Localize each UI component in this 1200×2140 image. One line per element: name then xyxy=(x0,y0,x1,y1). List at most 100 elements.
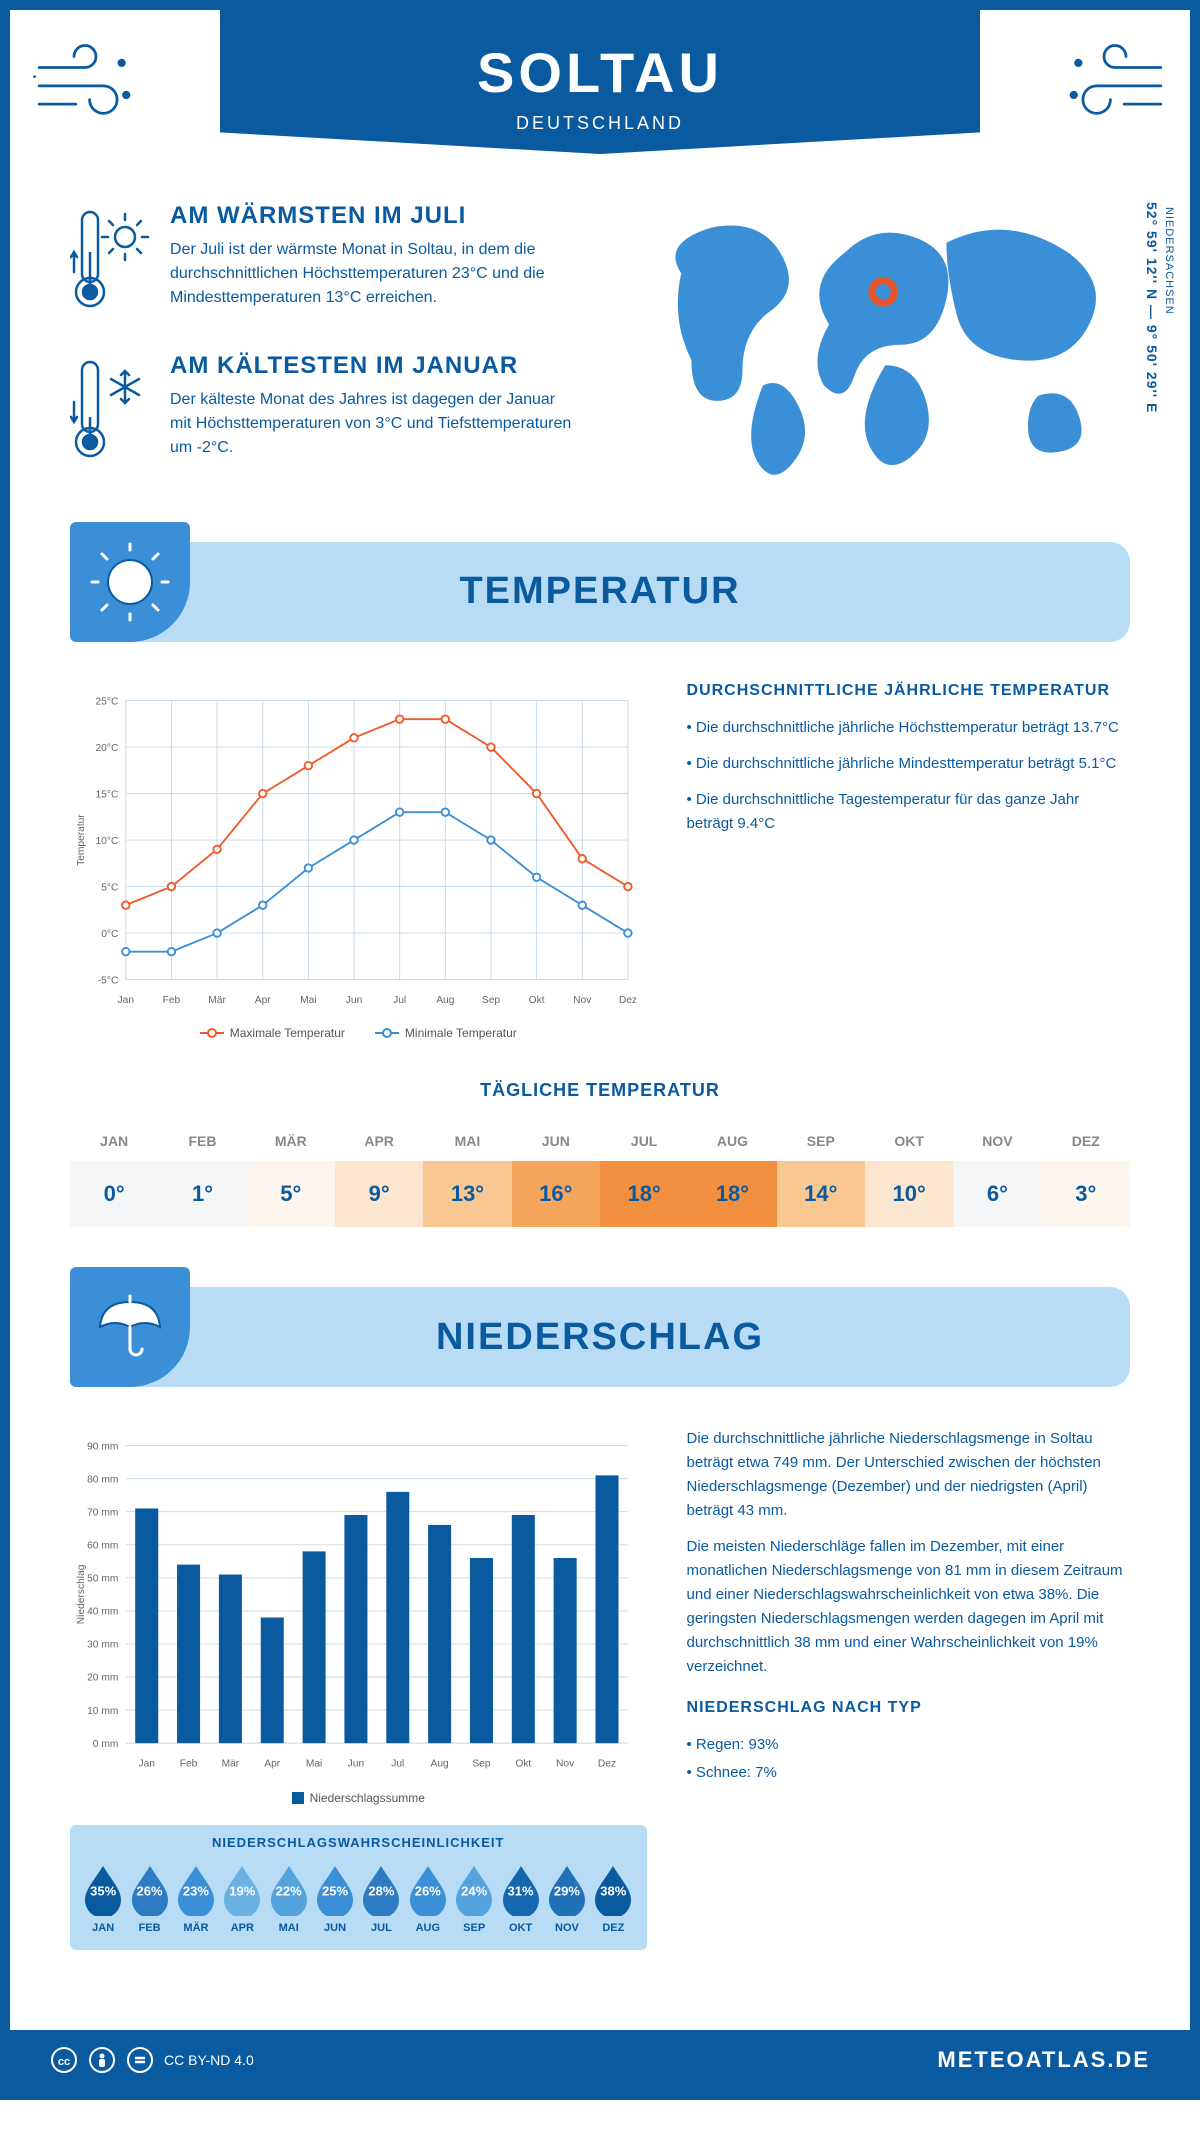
main-content: AM WÄRMSTEN IM JULI Der Juli ist der wär… xyxy=(10,162,1190,2030)
daily-temp-title: TÄGLICHE TEMPERATUR xyxy=(70,1080,1130,1101)
svg-text:Apr: Apr xyxy=(255,994,271,1005)
svg-text:30 mm: 30 mm xyxy=(87,1640,118,1651)
fact-warmest-text: AM WÄRMSTEN IM JULI Der Juli ist der wär… xyxy=(170,202,580,322)
svg-text:Feb: Feb xyxy=(180,1759,198,1770)
drop-item: 31% OKT xyxy=(499,1862,543,1934)
umbrella-banner-icon xyxy=(70,1267,190,1387)
svg-text:Mär: Mär xyxy=(208,994,226,1005)
temp-cell: MAI13° xyxy=(423,1121,511,1227)
svg-text:Jul: Jul xyxy=(391,1759,404,1770)
sun-banner-icon xyxy=(70,522,190,642)
drop-item: 25% JUN xyxy=(313,1862,357,1934)
temp-legend: .legend-item:nth-child(1) .legend-line::… xyxy=(70,1026,647,1040)
temp-cell: SEP14° xyxy=(777,1121,865,1227)
svg-text:-5°C: -5°C xyxy=(98,975,119,986)
intro-row: AM WÄRMSTEN IM JULI Der Juli ist der wär… xyxy=(70,202,1130,502)
svg-text:20°C: 20°C xyxy=(96,742,119,753)
precip-chart-col: 0 mm10 mm20 mm30 mm40 mm50 mm60 mm70 mm8… xyxy=(70,1427,647,1949)
svg-text:60 mm: 60 mm xyxy=(87,1541,118,1552)
fact-warmest: AM WÄRMSTEN IM JULI Der Juli ist der wär… xyxy=(70,202,580,322)
temp-chart-row: -5°C0°C5°C10°C15°C20°C25°CJanFebMärAprMa… xyxy=(70,682,1130,1041)
svg-text:Feb: Feb xyxy=(163,994,181,1005)
precip-text: Die durchschnittliche jährliche Niedersc… xyxy=(687,1427,1130,1949)
fact-coldest-text: AM KÄLTESTEN IM JANUAR Der kälteste Mona… xyxy=(170,352,580,472)
temp-cell: FEB1° xyxy=(158,1121,246,1227)
temp-summary: DURCHSCHNITTLICHE JÄHRLICHE TEMPERATUR •… xyxy=(687,682,1130,1041)
precip-type-1: • Regen: 93% xyxy=(687,1733,1130,1757)
drop-item: 28% JUL xyxy=(359,1862,403,1934)
wind-icon-left xyxy=(10,10,160,162)
svg-text:Nov: Nov xyxy=(556,1759,575,1770)
drop-item: 26% FEB xyxy=(128,1862,172,1934)
svg-text:Mai: Mai xyxy=(300,994,316,1005)
svg-text:Temperatur: Temperatur xyxy=(76,813,87,865)
svg-text:cc: cc xyxy=(58,2056,70,2068)
header-banner: SOLTAU DEUTSCHLAND xyxy=(220,10,980,154)
drop-item: 23% MÄR xyxy=(174,1862,218,1934)
probability-title: NIEDERSCHLAGSWAHRSCHEINLICHKEIT xyxy=(70,1835,647,1850)
temp-cell: APR9° xyxy=(335,1121,423,1227)
thermometer-snow-icon xyxy=(70,352,150,472)
svg-text:Sep: Sep xyxy=(472,1759,490,1770)
svg-text:Dez: Dez xyxy=(619,994,637,1005)
svg-text:Jan: Jan xyxy=(118,994,135,1005)
svg-text:Mai: Mai xyxy=(306,1759,322,1770)
legend-max-label: Maximale Temperatur xyxy=(230,1026,345,1040)
city-title: SOLTAU xyxy=(240,40,960,105)
svg-text:Jul: Jul xyxy=(393,994,406,1005)
fact-coldest-title: AM KÄLTESTEN IM JANUAR xyxy=(170,352,580,380)
legend-precip-label: Niederschlagssumme xyxy=(310,1791,425,1805)
site-name: METEOATLAS.DE xyxy=(937,2047,1150,2073)
temp-summary-p1: • Die durchschnittliche jährliche Höchst… xyxy=(687,716,1130,740)
drop-item: 24% SEP xyxy=(452,1862,496,1934)
precip-banner: NIEDERSCHLAG xyxy=(70,1287,1130,1387)
fact-warmest-title: AM WÄRMSTEN IM JULI xyxy=(170,202,580,230)
header-row: SOLTAU DEUTSCHLAND xyxy=(10,10,1190,162)
legend-max: .legend-item:nth-child(1) .legend-line::… xyxy=(200,1026,345,1040)
svg-text:80 mm: 80 mm xyxy=(87,1475,118,1486)
temp-cell: NOV6° xyxy=(953,1121,1041,1227)
svg-text:Sep: Sep xyxy=(482,994,500,1005)
daily-temp-table: JAN0°FEB1°MÄR5°APR9°MAI13°JUN16°JUL18°AU… xyxy=(70,1121,1130,1227)
cc-icon: cc xyxy=(50,2046,78,2074)
temp-cell: JAN0° xyxy=(70,1121,158,1227)
precip-p1: Die durchschnittliche jährliche Niedersc… xyxy=(687,1427,1130,1523)
temp-cell: DEZ3° xyxy=(1042,1121,1130,1227)
drop-item: 38% DEZ xyxy=(591,1862,635,1934)
svg-text:Nov: Nov xyxy=(573,994,592,1005)
drop-item: 26% AUG xyxy=(406,1862,450,1934)
legend-min-label: Minimale Temperatur xyxy=(405,1026,517,1040)
precip-title: NIEDERSCHLAG xyxy=(190,1316,1130,1359)
svg-text:90 mm: 90 mm xyxy=(87,1442,118,1453)
temp-cell: AUG18° xyxy=(688,1121,776,1227)
svg-text:Jun: Jun xyxy=(348,1759,365,1770)
svg-text:Mär: Mär xyxy=(222,1759,240,1770)
by-icon xyxy=(88,2046,116,2074)
coords-label: 52° 59' 12'' N — 9° 50' 29'' E xyxy=(1144,202,1160,413)
footer: cc CC BY-ND 4.0 METEOATLAS.DE xyxy=(10,2030,1190,2090)
svg-text:5°C: 5°C xyxy=(101,882,118,893)
svg-text:0°C: 0°C xyxy=(101,928,118,939)
svg-text:Jun: Jun xyxy=(346,994,363,1005)
svg-text:Aug: Aug xyxy=(436,994,454,1005)
svg-text:Okt: Okt xyxy=(529,994,545,1005)
svg-text:0 mm: 0 mm xyxy=(93,1739,119,1750)
drop-item: 22% MAI xyxy=(267,1862,311,1934)
legend-precip: Niederschlagssumme xyxy=(292,1791,425,1805)
svg-text:15°C: 15°C xyxy=(96,789,119,800)
fact-coldest-desc: Der kälteste Monat des Jahres ist dagege… xyxy=(170,388,580,460)
temp-chart: -5°C0°C5°C10°C15°C20°C25°CJanFebMärAprMa… xyxy=(70,682,647,1041)
temp-summary-title: DURCHSCHNITTLICHE JÄHRLICHE TEMPERATUR xyxy=(687,682,1130,700)
svg-text:50 mm: 50 mm xyxy=(87,1574,118,1585)
license: cc CC BY-ND 4.0 xyxy=(50,2046,254,2074)
nd-icon xyxy=(126,2046,154,2074)
svg-text:Aug: Aug xyxy=(431,1759,449,1770)
svg-text:Okt: Okt xyxy=(515,1759,531,1770)
svg-text:70 mm: 70 mm xyxy=(87,1508,118,1519)
temperature-title: TEMPERATUR xyxy=(190,570,1130,613)
temp-summary-p2: • Die durchschnittliche jährliche Mindes… xyxy=(687,752,1130,776)
precip-type-2: • Schnee: 7% xyxy=(687,1761,1130,1785)
svg-text:20 mm: 20 mm xyxy=(87,1673,118,1684)
thermometer-sun-icon xyxy=(70,202,150,322)
svg-text:25°C: 25°C xyxy=(96,696,119,707)
